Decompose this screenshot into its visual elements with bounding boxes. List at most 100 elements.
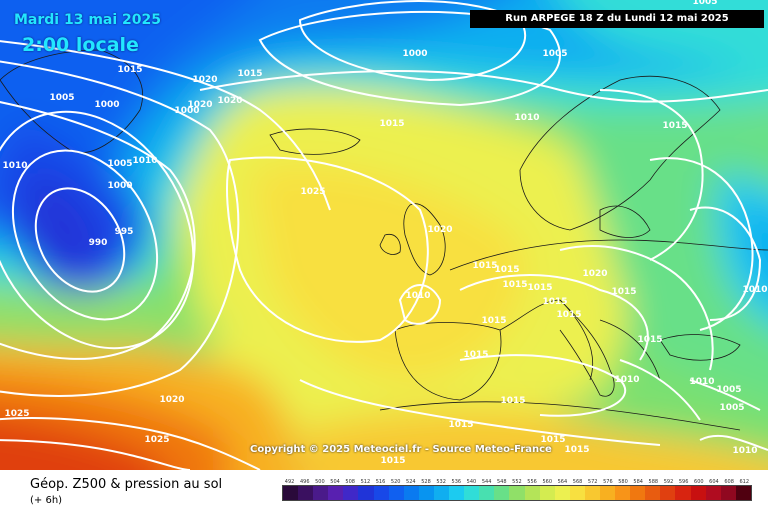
isobar-label: 1005 — [719, 403, 744, 413]
scale-label: 608 — [724, 479, 734, 485]
color-scale-bar — [282, 485, 752, 501]
scale-swatch — [433, 486, 450, 500]
isobar-label: 1015 — [481, 316, 506, 326]
scale-label: 600 — [694, 479, 704, 485]
isobar-label: 1025 — [144, 435, 169, 445]
isobar-label: 1015 — [540, 435, 565, 445]
isobar-label: 1015 — [637, 335, 662, 345]
scale-swatch — [509, 486, 525, 500]
isobar-label: 1010 — [514, 113, 539, 123]
isobar-label: 990 — [89, 238, 108, 248]
isobar-label: 1020 — [187, 100, 212, 110]
scale-swatch — [554, 486, 570, 500]
scale-swatch — [690, 486, 706, 500]
scale-label: 576 — [603, 479, 613, 485]
isobar-label: 1015 — [500, 396, 525, 406]
isobar-label: 1015 — [611, 287, 636, 297]
scale-swatch — [464, 486, 480, 500]
scale-swatch — [735, 486, 751, 500]
isobar-label: 1005 — [49, 93, 74, 103]
isobar-label: 1015 — [448, 420, 473, 430]
isobar-label: 1015 — [662, 121, 687, 131]
scale-label: 560 — [542, 479, 552, 485]
isobar-label: 1010 — [732, 446, 757, 456]
run-banner: Run ARPEGE 18 Z du Lundi 12 mai 2025 — [470, 10, 764, 28]
scale-swatch — [569, 486, 585, 500]
color-scale-labels: 492 496 500 504 508 512 516 520 524 528 532 536 540 5… — [282, 479, 752, 485]
isobar-label: 995 — [115, 227, 134, 237]
scale-swatch — [660, 486, 676, 500]
scale-swatch — [675, 486, 691, 500]
isobar-label: 1015 — [542, 297, 567, 307]
isobar-label: 1020 — [217, 96, 242, 106]
forecast-date: Mardi 13 mai 2025 — [14, 12, 162, 28]
isobar-label: 1020 — [582, 269, 607, 279]
scale-label: 532 — [436, 479, 446, 485]
scale-swatch — [313, 486, 329, 500]
color-scale: 492 496 500 504 508 512 516 520 524 528 532 536 540 5… — [282, 479, 752, 501]
isobar-label: 1015 — [237, 69, 262, 79]
isobar-label: 1010 — [405, 291, 430, 301]
isobar-label: 1005 — [716, 385, 741, 395]
scale-swatch — [283, 486, 299, 500]
isobar-label: 1020 — [192, 75, 217, 85]
scale-swatch — [449, 486, 465, 500]
scale-label: 536 — [451, 479, 462, 485]
scale-swatch — [539, 486, 555, 500]
scale-label: 508 — [345, 479, 355, 485]
isobar-label: 1010 — [132, 156, 157, 166]
isobar-label: 1015 — [556, 310, 581, 320]
scale-label: 500 — [315, 479, 325, 485]
scale-label: 516 — [375, 479, 386, 485]
scale-swatch — [720, 486, 736, 500]
scale-label: 568 — [572, 479, 583, 485]
isobar-label: 1000 — [94, 100, 119, 110]
scale-label: 540 — [466, 479, 477, 485]
isobar-labels: 1015 1020 1015 1005 1000 1000 1000 1005 … — [2, 0, 767, 466]
scale-label: 584 — [633, 479, 643, 485]
scale-label: 556 — [527, 479, 537, 485]
chart-title: Géop. Z500 & pression au sol — [30, 477, 223, 492]
scale-swatch — [343, 486, 359, 500]
map-canvas: 1015 1020 1015 1005 1000 1000 1000 1005 … — [0, 0, 768, 470]
isobar-label: 1025 — [300, 187, 325, 197]
scale-swatch — [599, 486, 616, 500]
isobar-label: 1020 — [159, 395, 184, 405]
isobar-label: 1005 — [542, 49, 567, 59]
isobars — [0, 0, 768, 470]
isobar-label: 1025 — [4, 409, 29, 419]
coastlines — [0, 49, 768, 431]
scale-swatch — [373, 486, 389, 500]
scale-swatch — [358, 486, 374, 500]
isobar-label: 1015 — [117, 65, 142, 75]
scale-swatch — [524, 486, 540, 500]
isobar-label: 1015 — [494, 265, 519, 275]
scale-swatch — [630, 486, 646, 500]
scale-label: 492 — [284, 479, 295, 485]
scale-label: 572 — [587, 479, 598, 485]
scale-label: 596 — [678, 479, 689, 485]
scale-label: 524 — [406, 479, 416, 485]
forecast-offset: (+ 6h) — [30, 495, 63, 506]
scale-label: 520 — [390, 479, 401, 485]
scale-swatch — [418, 486, 434, 500]
isobar-label: 1015 — [463, 350, 488, 360]
copyright-text: Copyright © 2025 Meteociel.fr - Source M… — [250, 444, 552, 455]
scale-swatch — [298, 486, 314, 500]
scale-label: 512 — [360, 479, 371, 485]
scale-swatch — [388, 486, 404, 500]
isobar-label: 1010 — [614, 375, 639, 385]
scale-label: 580 — [618, 479, 628, 485]
isobar-label: 1000 — [174, 106, 199, 116]
scale-swatch — [494, 486, 510, 500]
scale-label: 564 — [557, 479, 568, 485]
scale-swatch — [479, 486, 495, 500]
scale-swatch — [615, 486, 631, 500]
scale-label: 588 — [648, 479, 659, 485]
scale-label: 496 — [299, 479, 310, 485]
isobar-label: 1015 — [380, 456, 405, 466]
isobar-label: 1020 — [427, 225, 452, 235]
scale-label: 544 — [481, 479, 492, 485]
isobar-label: 1015 — [472, 261, 497, 271]
isobar-label: 1015 — [564, 445, 589, 455]
